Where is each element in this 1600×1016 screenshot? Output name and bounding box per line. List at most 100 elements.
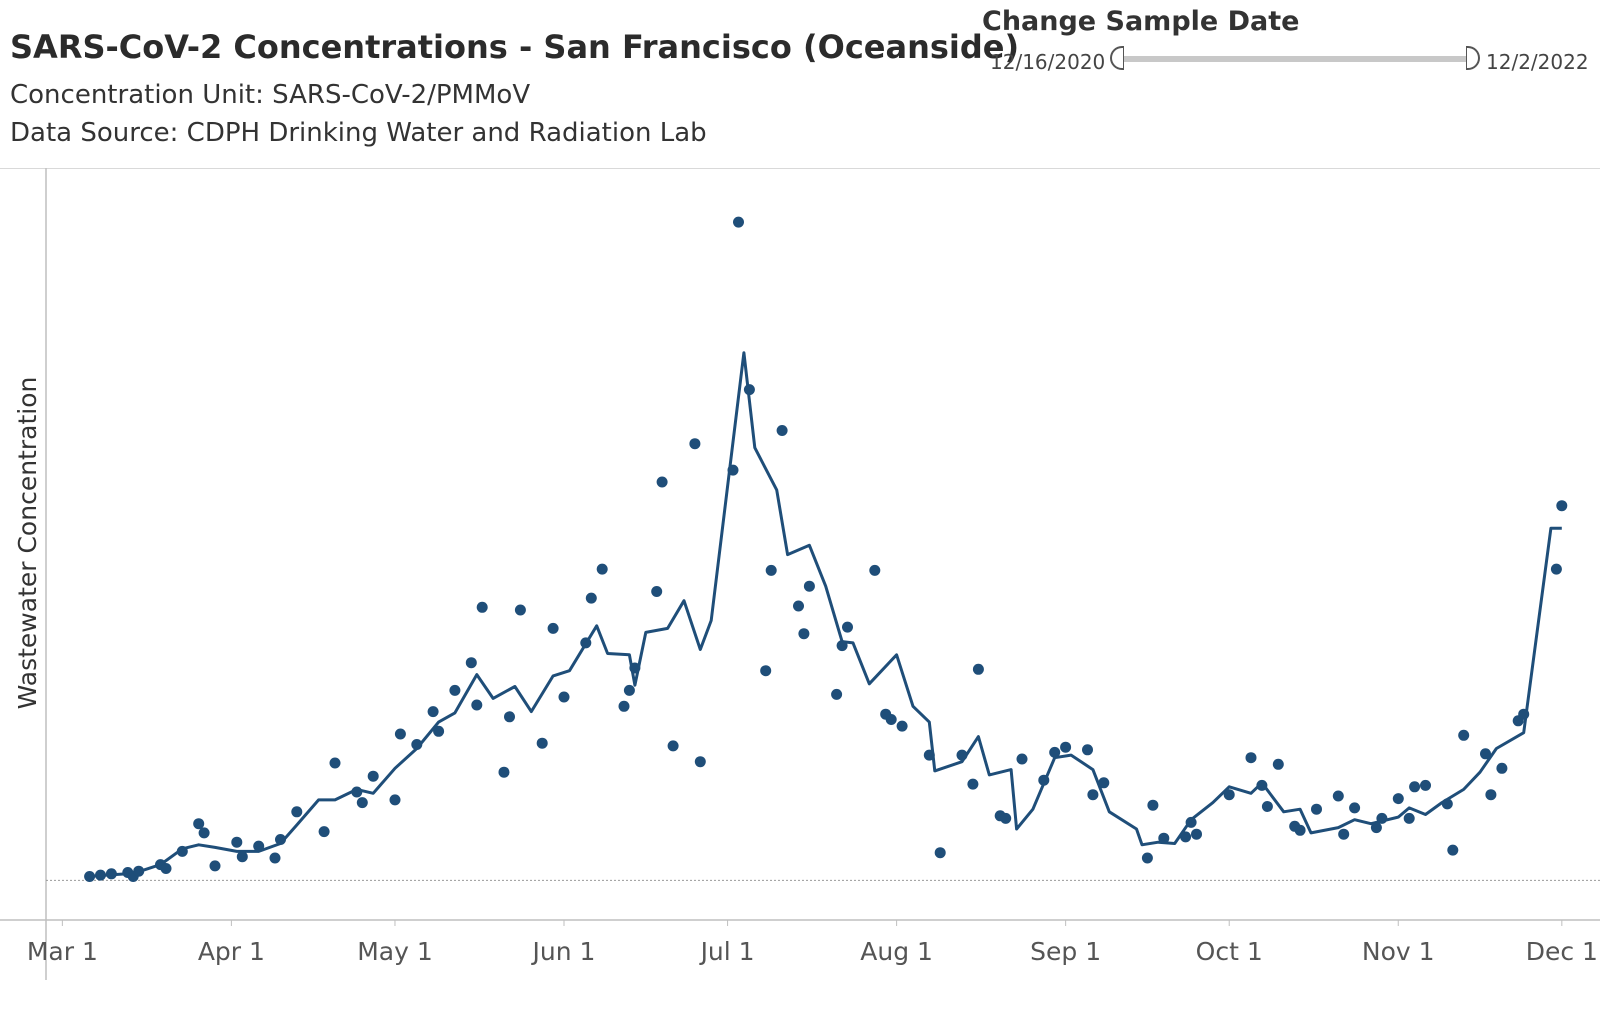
data-point[interactable] (1496, 762, 1508, 774)
data-point[interactable] (1261, 801, 1273, 812)
data-point[interactable] (356, 797, 368, 809)
data-point[interactable] (1485, 789, 1497, 801)
data-point[interactable] (1409, 781, 1421, 793)
data-point[interactable] (798, 628, 810, 640)
data-point[interactable] (967, 778, 979, 790)
data-point[interactable] (1349, 802, 1361, 814)
data-point[interactable] (972, 663, 984, 675)
data-point[interactable] (498, 766, 510, 778)
data-point[interactable] (1158, 832, 1170, 844)
data-point[interactable] (760, 665, 772, 677)
data-point[interactable] (291, 806, 303, 818)
data-point[interactable] (209, 860, 221, 872)
data-point[interactable] (471, 699, 483, 711)
data-point[interactable] (1272, 758, 1284, 770)
data-point[interactable] (1441, 798, 1453, 810)
data-point[interactable] (793, 600, 804, 612)
data-point[interactable] (367, 770, 379, 782)
data-point[interactable] (1332, 790, 1344, 802)
data-point[interactable] (433, 725, 445, 737)
data-point[interactable] (836, 640, 848, 652)
data-point[interactable] (1256, 779, 1268, 791)
data-point[interactable] (743, 384, 755, 396)
data-point[interactable] (1147, 799, 1159, 811)
data-point[interactable] (105, 868, 117, 880)
data-point[interactable] (1082, 744, 1093, 756)
data-point[interactable] (1141, 852, 1153, 864)
data-point[interactable] (623, 684, 635, 696)
data-point[interactable] (923, 749, 935, 761)
data-point[interactable] (449, 684, 461, 696)
data-point[interactable] (727, 464, 739, 476)
data-point[interactable] (329, 757, 341, 769)
data-point[interactable] (160, 863, 172, 874)
data-point[interactable] (514, 604, 526, 616)
data-point[interactable] (427, 706, 439, 718)
data-point[interactable] (231, 836, 243, 848)
data-point[interactable] (1087, 789, 1099, 801)
data-point[interactable] (198, 827, 210, 839)
data-point[interactable] (547, 622, 559, 634)
data-point[interactable] (1311, 803, 1322, 815)
data-point[interactable] (1550, 563, 1562, 575)
data-point[interactable] (1518, 708, 1530, 720)
data-point[interactable] (885, 714, 897, 725)
data-point[interactable] (465, 657, 477, 669)
data-point[interactable] (1185, 816, 1197, 828)
data-point[interactable] (1060, 741, 1072, 753)
data-point[interactable] (1000, 812, 1012, 824)
data-point[interactable] (133, 865, 145, 877)
data-point[interactable] (667, 740, 679, 752)
data-point[interactable] (1294, 824, 1306, 836)
data-point[interactable] (580, 637, 592, 649)
data-point[interactable] (896, 720, 908, 732)
date-filter-end-handle[interactable] (1466, 46, 1480, 70)
data-point[interactable] (1245, 752, 1257, 764)
data-point[interactable] (394, 728, 406, 740)
data-point[interactable] (733, 216, 744, 228)
data-point[interactable] (253, 840, 265, 852)
data-point[interactable] (1447, 844, 1459, 856)
date-filter-track[interactable] (1118, 56, 1470, 62)
date-filter-start-handle[interactable] (1110, 46, 1124, 70)
data-point[interactable] (1338, 828, 1350, 840)
data-point[interactable] (585, 592, 597, 604)
data-point[interactable] (1392, 793, 1404, 805)
data-point[interactable] (1376, 812, 1388, 824)
data-point[interactable] (689, 438, 701, 450)
data-point[interactable] (558, 691, 570, 703)
data-point[interactable] (411, 739, 423, 750)
data-point[interactable] (236, 851, 248, 863)
data-point[interactable] (869, 564, 881, 576)
data-point[interactable] (651, 586, 663, 597)
data-point[interactable] (1420, 779, 1431, 791)
data-point[interactable] (596, 563, 608, 575)
data-point[interactable] (842, 621, 853, 633)
data-point[interactable] (1180, 831, 1192, 843)
data-point[interactable] (1016, 753, 1028, 765)
data-point[interactable] (1049, 746, 1061, 758)
data-point[interactable] (504, 711, 515, 723)
data-point[interactable] (1458, 729, 1470, 741)
data-point[interactable] (176, 845, 188, 857)
data-point[interactable] (629, 662, 641, 674)
data-point[interactable] (831, 688, 843, 700)
data-point[interactable] (476, 601, 488, 613)
data-point[interactable] (1098, 777, 1110, 789)
data-point[interactable] (1480, 748, 1491, 760)
data-point[interactable] (656, 476, 668, 488)
data-point[interactable] (1556, 500, 1568, 512)
data-point[interactable] (1038, 774, 1050, 786)
data-point[interactable] (1191, 828, 1202, 840)
data-point[interactable] (1223, 789, 1235, 801)
data-point[interactable] (694, 756, 706, 768)
data-point[interactable] (318, 826, 330, 838)
data-point[interactable] (95, 869, 106, 881)
data-point[interactable] (618, 700, 630, 712)
data-point[interactable] (1370, 822, 1382, 834)
data-point[interactable] (389, 794, 401, 806)
data-point[interactable] (536, 737, 548, 749)
data-point[interactable] (193, 818, 205, 830)
data-point[interactable] (351, 786, 363, 798)
data-point[interactable] (803, 580, 815, 592)
